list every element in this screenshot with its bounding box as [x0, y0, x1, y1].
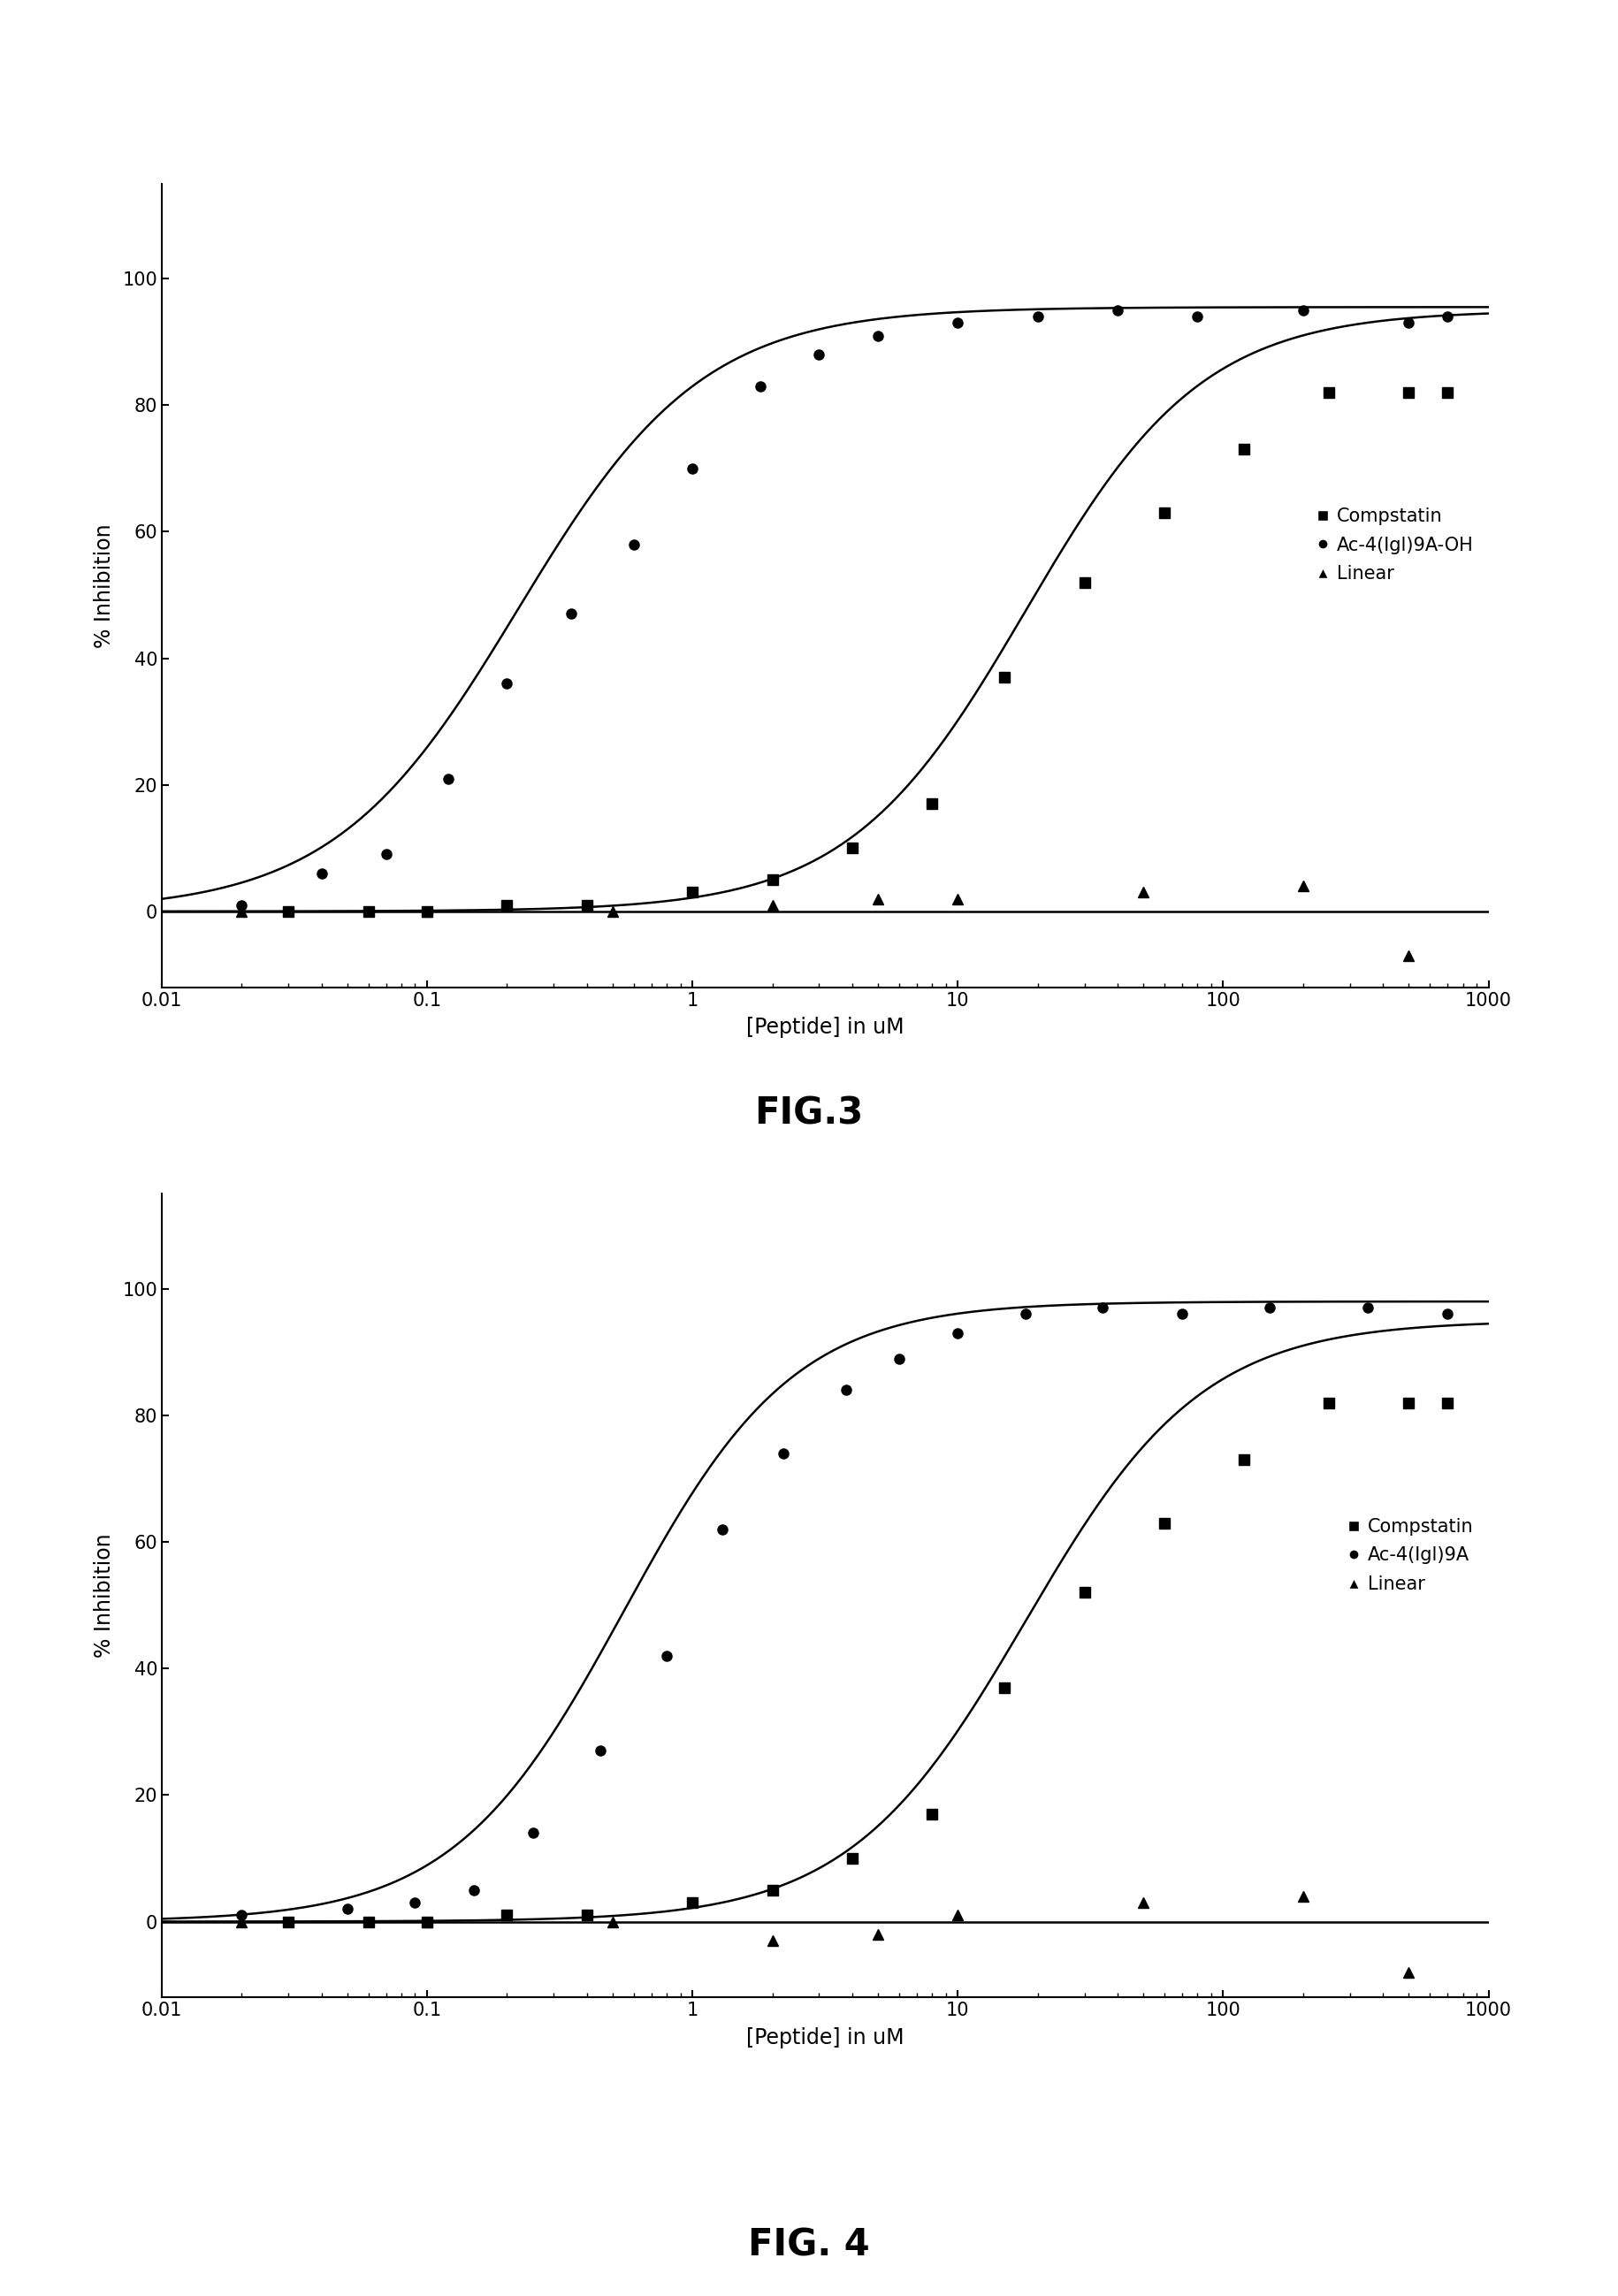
Y-axis label: % Inhibition: % Inhibition: [94, 1534, 115, 1658]
Y-axis label: % Inhibition: % Inhibition: [94, 523, 115, 647]
Legend: Compstatin, Ac-4(Igl)9A, Linear: Compstatin, Ac-4(Igl)9A, Linear: [1343, 1513, 1479, 1598]
Legend: Compstatin, Ac-4(Igl)9A-OH, Linear: Compstatin, Ac-4(Igl)9A-OH, Linear: [1311, 503, 1479, 588]
X-axis label: [Peptide] in uM: [Peptide] in uM: [746, 2027, 904, 2048]
Text: FIG.3: FIG.3: [754, 1095, 864, 1132]
Text: FIG. 4: FIG. 4: [748, 2227, 870, 2264]
X-axis label: [Peptide] in uM: [Peptide] in uM: [746, 1017, 904, 1038]
